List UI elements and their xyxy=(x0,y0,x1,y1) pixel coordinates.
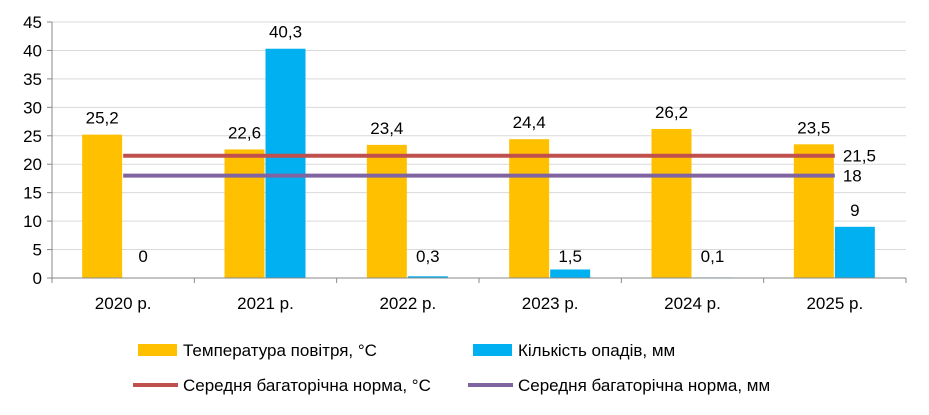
y-tick-label: 40 xyxy=(23,41,42,60)
x-tick-label: 2020 р. xyxy=(95,294,152,313)
data-labels: 25,2 22,6 23,4 24,4 26,2 23,5 0 40,3 0,3 1,5 0,1 9 2… xyxy=(86,23,876,266)
bar-data-label: 25,2 xyxy=(86,109,119,128)
bar xyxy=(793,144,834,278)
bar-data-label: 1,5 xyxy=(558,247,582,266)
y-tick-label: 0 xyxy=(33,269,42,288)
y-tick-label: 35 xyxy=(23,70,42,89)
legend: Температура повітря, °С Кількість опадів,… xyxy=(133,341,770,395)
x-tick-label: 2025 р. xyxy=(806,294,863,313)
legend-item: Середня багаторічна норма, °С xyxy=(133,376,431,395)
bar xyxy=(366,144,407,278)
legend-swatch xyxy=(473,344,512,356)
axes: 0 5 10 15 20 25 30 35 40 45 2020 р. 2021 р. 2022 р. 2… xyxy=(23,13,907,313)
bar-data-label: 40,3 xyxy=(269,23,302,42)
bar xyxy=(407,276,448,278)
x-tick-label: 2023 р. xyxy=(522,294,579,313)
bar-data-label: 0,1 xyxy=(701,247,725,266)
norm-line-label: 21,5 xyxy=(843,147,876,166)
bar xyxy=(265,48,306,278)
bar-data-label: 26,2 xyxy=(655,103,688,122)
bar-data-label: 0,3 xyxy=(416,247,440,266)
x-tick-label: 2024 р. xyxy=(664,294,721,313)
bar-data-label: 0 xyxy=(138,247,147,266)
legend-item: Середня багаторічна норма, мм xyxy=(468,376,770,395)
y-tick-label: 15 xyxy=(23,184,42,203)
y-tick-label: 10 xyxy=(23,212,42,231)
bar-data-label: 24,4 xyxy=(513,113,546,132)
bar xyxy=(834,226,875,278)
bar xyxy=(82,134,123,278)
y-tick-label: 25 xyxy=(23,127,42,146)
bars xyxy=(82,48,875,278)
bar xyxy=(509,139,550,278)
bar xyxy=(550,269,591,278)
legend-swatch xyxy=(138,344,177,356)
norm-lines xyxy=(123,153,835,178)
bar-data-label: 9 xyxy=(850,201,859,220)
legend-label: Кількість опадів, мм xyxy=(518,341,675,360)
y-tick-label: 20 xyxy=(23,155,42,174)
legend-item: Кількість опадів, мм xyxy=(473,341,675,360)
x-tick-label: 2021 р. xyxy=(237,294,294,313)
norm-line-label: 18 xyxy=(843,167,862,186)
y-tick-label: 30 xyxy=(23,98,42,117)
legend-label: Середня багаторічна норма, мм xyxy=(518,376,770,395)
bar xyxy=(651,128,692,278)
x-tick-label: 2022 р. xyxy=(379,294,436,313)
legend-label: Температура повітря, °С xyxy=(183,341,377,360)
y-tick-label: 45 xyxy=(23,13,42,32)
bar-data-label: 23,4 xyxy=(370,119,403,138)
y-tick-label: 5 xyxy=(33,241,42,260)
bar xyxy=(224,149,265,278)
bar-data-label: 22,6 xyxy=(228,123,261,142)
gridlines xyxy=(52,21,906,251)
bar-data-label: 23,5 xyxy=(797,118,830,137)
legend-label: Середня багаторічна норма, °С xyxy=(183,376,431,395)
legend-item: Температура повітря, °С xyxy=(138,341,377,360)
